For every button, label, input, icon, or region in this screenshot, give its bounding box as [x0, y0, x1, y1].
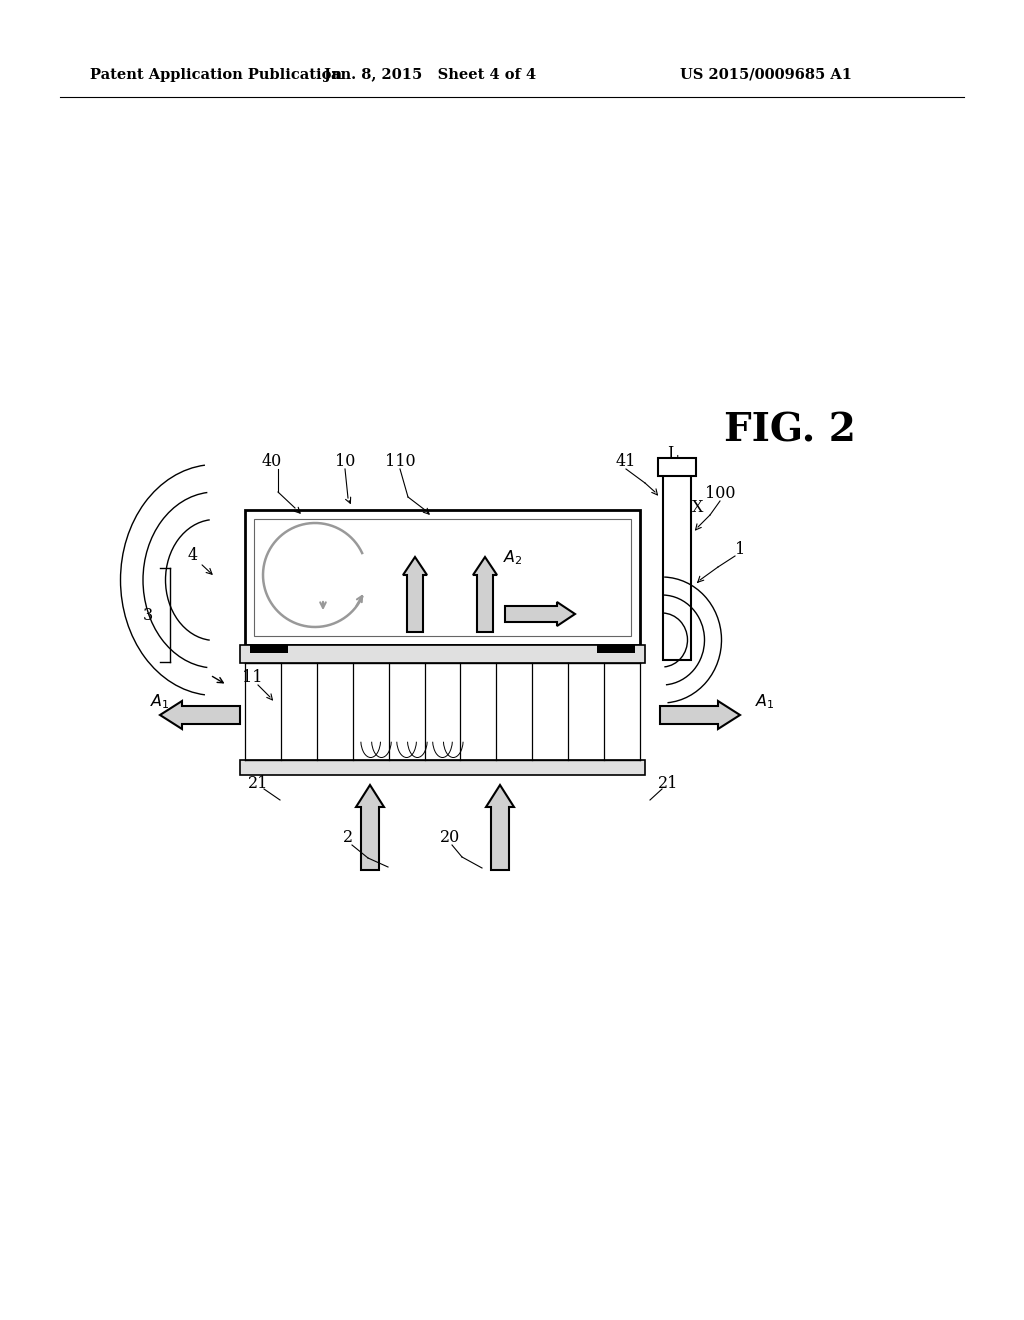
Text: 10: 10 — [335, 454, 355, 470]
Text: Jan. 8, 2015   Sheet 4 of 4: Jan. 8, 2015 Sheet 4 of 4 — [324, 69, 536, 82]
Text: 20: 20 — [440, 829, 460, 846]
Text: 110: 110 — [385, 454, 416, 470]
Bar — [254, 519, 631, 636]
Text: $A_1$: $A_1$ — [755, 693, 775, 711]
Text: 4: 4 — [188, 546, 198, 564]
Bar — [240, 645, 645, 663]
Text: X: X — [692, 499, 703, 516]
Text: 3: 3 — [143, 606, 154, 623]
Bar — [663, 473, 691, 660]
FancyArrow shape — [505, 602, 575, 626]
FancyArrow shape — [660, 701, 740, 729]
Text: $A_1$: $A_1$ — [151, 693, 170, 711]
Text: 100: 100 — [705, 486, 735, 503]
Text: Patent Application Publication: Patent Application Publication — [90, 69, 342, 82]
Bar — [658, 458, 696, 477]
Text: L: L — [667, 445, 677, 462]
Text: 40: 40 — [262, 454, 283, 470]
Text: FIG. 2: FIG. 2 — [724, 411, 856, 449]
Bar — [250, 645, 288, 653]
Text: 21: 21 — [657, 775, 678, 792]
Text: US 2015/0009685 A1: US 2015/0009685 A1 — [680, 69, 852, 82]
Text: 11: 11 — [242, 669, 262, 686]
Text: 2: 2 — [343, 829, 353, 846]
FancyArrow shape — [160, 701, 240, 729]
Bar — [245, 510, 640, 645]
FancyArrow shape — [486, 785, 514, 870]
FancyArrow shape — [356, 785, 384, 870]
FancyArrow shape — [473, 557, 497, 632]
FancyArrow shape — [403, 557, 427, 632]
Text: 1: 1 — [735, 541, 745, 558]
Text: $A_2$: $A_2$ — [503, 549, 523, 568]
Bar — [597, 645, 635, 653]
Text: 41: 41 — [615, 454, 636, 470]
Bar — [240, 760, 645, 775]
Text: 21: 21 — [248, 775, 268, 792]
